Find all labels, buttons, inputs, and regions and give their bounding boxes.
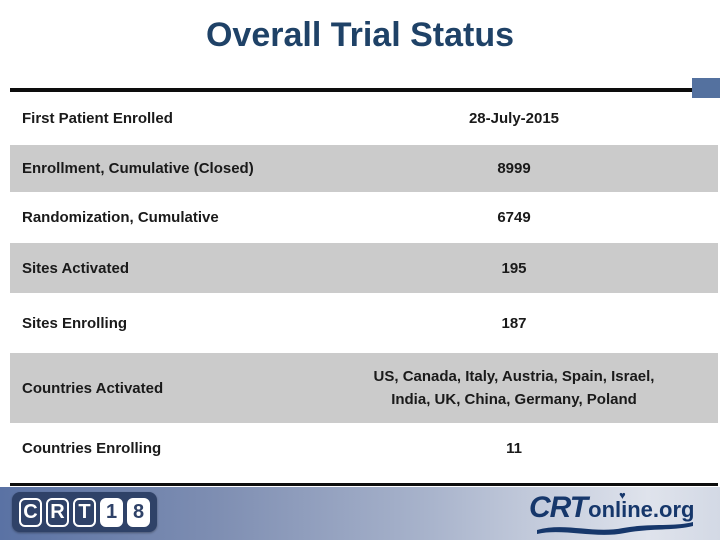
footer-bar: C R T 1 8 CRT online.org ♥	[0, 487, 720, 540]
row-value-text: 11	[506, 440, 522, 457]
crt18-tile-letter: T	[73, 497, 96, 527]
table-row: Sites Activated 195	[10, 243, 718, 293]
row-value: 28-July-2015	[310, 107, 718, 130]
row-value: US, Canada, Italy, Austria, Spain, Israe…	[310, 365, 718, 411]
crtonline-logo: CRT online.org ♥	[529, 490, 695, 535]
table-row: Sites Enrolling 187	[10, 293, 718, 353]
trial-status-table: First Patient Enrolled 28-July-2015 Enro…	[10, 92, 718, 474]
crtonline-logo-online-text: online.org	[588, 497, 695, 522]
crt18-tile-digit: 8	[127, 497, 150, 527]
row-label: First Patient Enrolled	[22, 110, 173, 127]
row-value-text: 8999	[497, 160, 531, 177]
row-value-text: 6749	[497, 209, 531, 226]
page-title: Overall Trial Status	[205, 16, 515, 54]
crt18-tile-letter: C	[19, 497, 42, 527]
row-value: 187	[310, 312, 718, 335]
row-value-text: US, Canada, Italy, Austria, Spain, Israe…	[373, 368, 655, 408]
crtonline-logo-text: CRT online.org ♥	[529, 490, 695, 525]
row-value: 8999	[310, 157, 718, 180]
table-row: Randomization, Cumulative 6749	[10, 192, 718, 243]
crt18-logo: C R T 1 8	[12, 492, 157, 532]
row-value: 195	[310, 257, 718, 280]
table-row: Enrollment, Cumulative (Closed) 8999	[10, 145, 718, 192]
row-value: 11	[310, 437, 718, 460]
row-label: Randomization, Cumulative	[22, 209, 219, 226]
table-row: First Patient Enrolled 28-July-2015	[10, 92, 718, 145]
wave-swoosh-icon	[537, 522, 693, 535]
bottom-divider-line	[10, 483, 718, 486]
row-label: Sites Activated	[22, 259, 129, 277]
row-value-text: 195	[501, 259, 527, 277]
row-value-text: 28-July-2015	[468, 110, 560, 127]
title-divider-line	[10, 88, 708, 92]
crtonline-logo-crt: CRT	[529, 491, 588, 524]
row-label: Enrollment, Cumulative (Closed)	[22, 160, 254, 177]
crtonline-logo-online: online.org ♥	[588, 490, 695, 523]
row-value-text: 187	[501, 314, 527, 332]
table-row: Countries Activated US, Canada, Italy, A…	[10, 353, 718, 423]
row-label: Countries Activated	[22, 379, 164, 397]
table-row: Countries Enrolling 11	[10, 423, 718, 474]
row-label: Sites Enrolling	[22, 314, 128, 332]
heart-icon: ♥	[619, 490, 626, 502]
crt18-tile-digit: 1	[100, 497, 123, 527]
crt18-tile-letter: R	[46, 497, 69, 527]
divider-accent-square	[692, 78, 720, 98]
row-value: 6749	[310, 206, 718, 229]
row-label: Countries Enrolling	[22, 440, 162, 457]
